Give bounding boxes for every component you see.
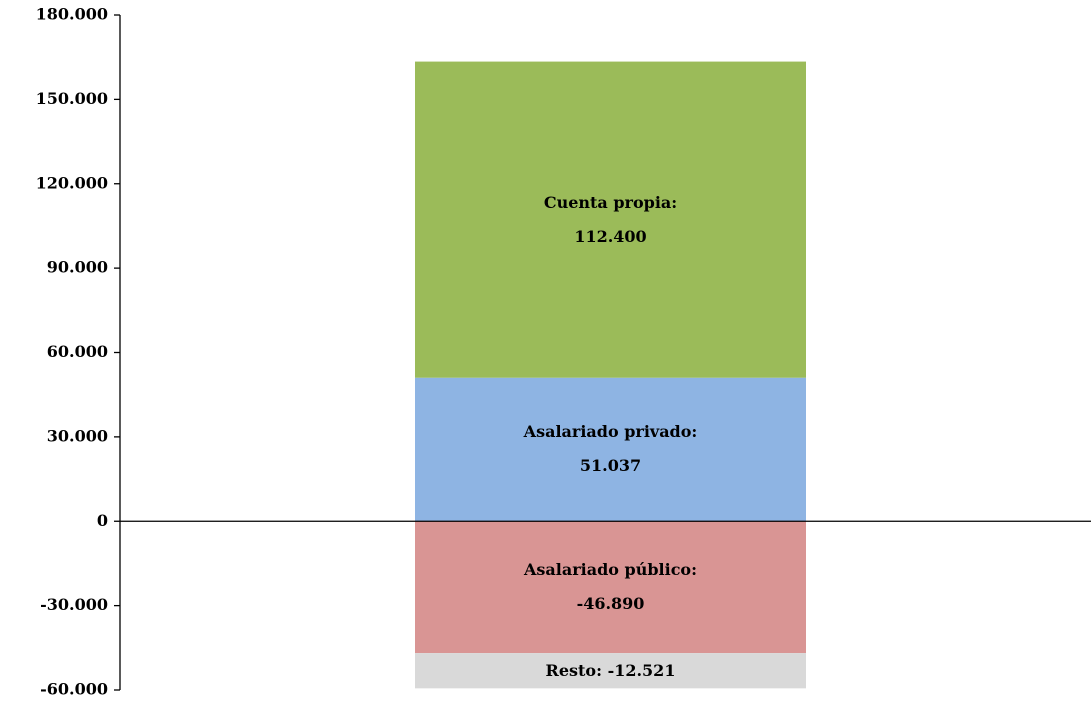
bar-segment (415, 61, 806, 378)
y-tick-label: 0 (97, 511, 108, 530)
y-tick-label: 90.000 (47, 258, 108, 277)
y-tick-label: 120.000 (36, 173, 108, 192)
data-label: Resto: -12.521 (545, 660, 676, 680)
y-tick-label: -60.000 (40, 680, 108, 699)
y-tick-label: 60.000 (47, 342, 108, 361)
data-label: Asalariado público: -46.890 (523, 560, 698, 614)
data-label: Asalariado privado: 51.037 (523, 422, 698, 476)
y-tick-label: 150.000 (36, 89, 108, 108)
bar-segment (415, 521, 806, 654)
data-label: Cuenta propia: 112.400 (543, 192, 678, 246)
y-tick-label: -30.000 (40, 595, 108, 614)
y-tick-label: 30.000 (47, 426, 108, 445)
bar-segment (415, 377, 806, 522)
y-tick-label: 180.000 (36, 5, 108, 24)
bar-segment (415, 653, 806, 689)
